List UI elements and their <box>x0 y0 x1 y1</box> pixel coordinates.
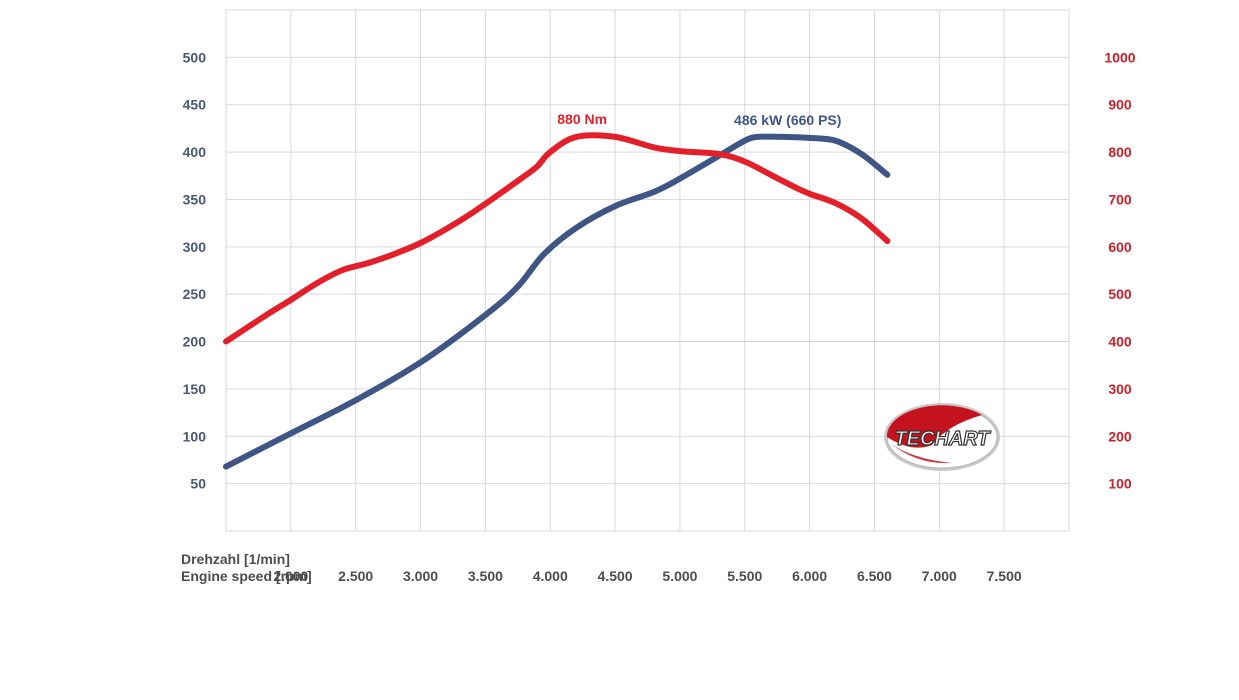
x-axis-ticks: 2.000 2.500 3.000 3.500 4.000 4.500 5.000 5.500… <box>273 568 1022 584</box>
left-tick-label: 350 <box>183 191 207 207</box>
left-axis-ticks: 50 100 150 200 250 300 350 400 450 500 <box>183 49 207 491</box>
torque-curve <box>223 132 891 345</box>
left-tick-label: 300 <box>183 239 207 255</box>
right-tick-label: 400 <box>1108 334 1132 350</box>
grid-lines <box>226 10 1069 531</box>
series-layer <box>223 132 891 470</box>
x-tick-label: 2.000 <box>273 568 308 584</box>
right-tick-label: 300 <box>1108 381 1132 397</box>
x-tick-label: 6.500 <box>857 568 892 584</box>
left-tick-label: 200 <box>183 334 207 350</box>
x-axis-title-line2: Engine speed [rpm] <box>181 568 312 584</box>
x-tick-label: 7.500 <box>987 568 1022 584</box>
x-tick-label: 4.500 <box>598 568 633 584</box>
left-tick-label: 50 <box>190 476 206 492</box>
left-tick-label: 500 <box>183 49 207 65</box>
right-tick-label: 200 <box>1108 428 1132 444</box>
x-tick-label: 5.500 <box>727 568 762 584</box>
right-axis-ticks: 100 200 300 400 500 600 700 800 900 1000 <box>1104 49 1135 491</box>
x-tick-label: 3.000 <box>403 568 438 584</box>
left-tick-label: 150 <box>183 381 207 397</box>
x-tick-label: 4.000 <box>533 568 568 584</box>
x-tick-label: 2.500 <box>338 568 373 584</box>
right-tick-label: 800 <box>1108 144 1132 160</box>
left-tick-label: 400 <box>183 144 207 160</box>
x-axis-title-line1: Drehzahl [1/min] <box>181 551 290 567</box>
x-tick-label: 6.000 <box>792 568 827 584</box>
left-tick-label: 100 <box>183 428 207 444</box>
x-tick-label: 7.000 <box>922 568 957 584</box>
left-tick-label: 450 <box>183 97 207 113</box>
right-tick-label: 600 <box>1108 239 1132 255</box>
right-tick-label: 100 <box>1108 476 1132 492</box>
right-tick-label: 900 <box>1108 97 1132 113</box>
logo-text: TECHART <box>894 428 991 450</box>
right-tick-label: 500 <box>1108 286 1132 302</box>
techart-logo: TECHART <box>884 403 1000 471</box>
right-tick-label: 1000 <box>1104 49 1135 65</box>
torque-peak-annotation: 880 Nm <box>557 111 607 127</box>
power-curve <box>223 133 891 470</box>
left-tick-label: 250 <box>183 286 207 302</box>
right-tick-label: 700 <box>1108 191 1132 207</box>
power-peak-annotation: 486 kW (660 PS) <box>734 112 841 128</box>
x-tick-label: 3.500 <box>468 568 503 584</box>
x-tick-label: 5.000 <box>662 568 697 584</box>
